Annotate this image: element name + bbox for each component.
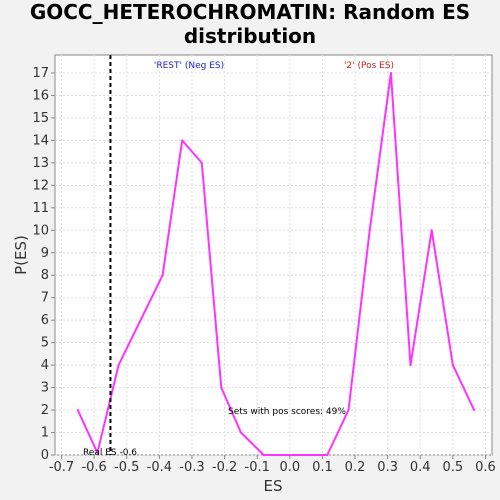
y-tick-label: 16	[32, 88, 49, 103]
x-tick-label: -0.2	[212, 460, 237, 475]
y-tick-label: 1	[41, 426, 49, 441]
y-tick-label: 6	[41, 313, 49, 328]
data-point	[220, 386, 223, 389]
grid	[55, 55, 492, 456]
chart-title-line-1: GOCC_HETEROCHROMATIN: Random ES	[29, 0, 471, 24]
y-tick-label: 4	[41, 358, 49, 373]
data-point	[96, 451, 99, 454]
ticks: -0.7 -0.6 -0.5 -0.4 -0.3 -0.2 -0.1 0.0 0.1 0.2 0.3…	[32, 66, 495, 475]
y-tick-label: 11	[32, 201, 49, 216]
x-tick-label: -0.4	[147, 460, 172, 475]
x-tick-label: 0.2	[345, 460, 366, 475]
x-tick-label: 0.1	[312, 460, 333, 475]
data-point	[239, 431, 242, 434]
data-point	[200, 161, 203, 164]
x-tick-label: 0.3	[377, 460, 398, 475]
x-tick-label: 0.5	[443, 460, 464, 475]
y-tick-label: 13	[32, 156, 49, 171]
x-tick-label: 0.0	[279, 460, 300, 475]
data-point	[389, 71, 392, 74]
data-point	[326, 454, 329, 456]
data-point	[347, 409, 350, 412]
x-tick-label: -0.1	[245, 460, 270, 475]
y-tick-label: 5	[41, 336, 49, 351]
x-tick-label: 0.4	[410, 460, 431, 475]
pos-scores-annotation: Sets with pos scores: 49%	[228, 407, 346, 417]
distribution-line	[76, 72, 476, 456]
annotations: 'REST' (Neg ES) '2' (Pos ES) Sets with pos…	[83, 55, 394, 458]
y-tick-label: 10	[32, 223, 49, 238]
y-tick-label: 17	[32, 66, 49, 81]
y-tick-label: 12	[32, 178, 49, 193]
y-tick-label: 0	[41, 448, 49, 463]
data-point	[473, 409, 476, 412]
y-tick-label: 15	[32, 111, 49, 126]
y-axis-title: P(ES)	[12, 235, 30, 275]
chart-title: GOCC_HETEROCHROMATIN: Random ES distribu…	[0, 0, 500, 48]
neg-es-label: 'REST' (Neg ES)	[154, 61, 224, 71]
real-es-label: Real ES -0.6	[83, 448, 137, 458]
y-tick-label: 7	[41, 291, 49, 306]
data-point	[262, 454, 265, 456]
x-tick-label: -0.6	[81, 460, 106, 475]
data-point	[117, 364, 120, 367]
y-tick-label: 8	[41, 268, 49, 283]
data-point	[161, 274, 164, 277]
plot-area	[54, 54, 493, 456]
data-point	[288, 454, 291, 456]
x-tick-label: -0.5	[114, 460, 139, 475]
series	[76, 71, 476, 456]
y-tick-label: 9	[41, 246, 49, 261]
data-point	[181, 139, 184, 142]
x-tick-label: -0.7	[49, 460, 74, 475]
x-tick-label: -0.3	[179, 460, 204, 475]
x-axis-title: ES	[264, 477, 283, 495]
data-point	[409, 364, 412, 367]
data-point	[368, 229, 371, 232]
y-tick-label: 14	[32, 133, 49, 148]
chart-title-line-2: distribution	[183, 24, 317, 48]
y-tick-label: 3	[41, 381, 49, 396]
data-point	[76, 409, 79, 412]
data-point	[451, 364, 454, 367]
data-point	[430, 229, 433, 232]
x-tick-label: 0.6	[475, 460, 496, 475]
pos-es-label: '2' (Pos ES)	[344, 61, 394, 71]
y-tick-label: 2	[41, 403, 49, 418]
